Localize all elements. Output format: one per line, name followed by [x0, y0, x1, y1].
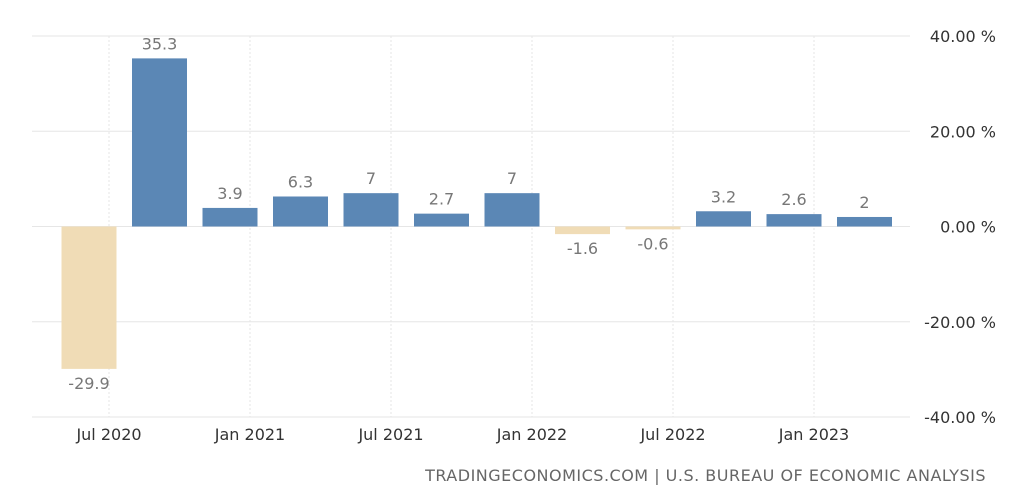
y-axis: 40.00 % 20.00 % 0.00 % -20.00 % -40.00 % — [924, 27, 996, 427]
bar — [484, 193, 540, 227]
bar — [555, 226, 610, 235]
x-tick-label: Jan 2022 — [496, 425, 567, 444]
data-label: 2.7 — [429, 190, 454, 209]
bar — [766, 214, 822, 227]
y-tick-label: 40.00 % — [930, 27, 996, 46]
data-label: 2 — [859, 193, 869, 212]
bar — [625, 226, 681, 230]
bar — [132, 58, 187, 227]
data-labels: -29.9 35.3 3.9 6.3 7 2.7 7 -1.6 -0.6 3.2 2.6 2 — [68, 34, 869, 393]
bar — [343, 193, 399, 227]
y-tick-label: 0.00 % — [940, 218, 996, 237]
y-tick-label: -40.00 % — [924, 408, 996, 427]
data-label: 7 — [507, 169, 517, 188]
bar — [273, 196, 328, 227]
y-tick-label: 20.00 % — [930, 122, 996, 141]
data-label: 6.3 — [288, 172, 313, 191]
data-label: -1.6 — [567, 239, 598, 258]
data-label: 2.6 — [781, 190, 806, 209]
data-label: -29.9 — [68, 374, 109, 393]
x-tick-label: Jul 2021 — [357, 425, 423, 444]
bar — [61, 226, 117, 369]
y-tick-label: -20.00 % — [924, 313, 996, 332]
x-tick-label: Jul 2022 — [639, 425, 705, 444]
bar — [696, 211, 751, 227]
data-label: 3.9 — [217, 184, 242, 203]
x-tick-label: Jan 2021 — [214, 425, 285, 444]
x-tick-label: Jul 2020 — [75, 425, 141, 444]
data-label: 35.3 — [142, 34, 178, 53]
bar — [202, 207, 258, 227]
source-credit: TRADINGECONOMICS.COM | U.S. BUREAU OF EC… — [425, 466, 986, 485]
data-label: 7 — [366, 169, 376, 188]
bar — [837, 216, 892, 227]
data-label: -0.6 — [637, 234, 668, 253]
bar — [414, 213, 469, 227]
bar-series — [61, 58, 892, 369]
data-label: 3.2 — [711, 187, 736, 206]
x-axis: Jul 2020 Jan 2021 Jul 2021 Jan 2022 Jul 2022… — [75, 425, 849, 444]
x-tick-label: Jan 2023 — [778, 425, 849, 444]
